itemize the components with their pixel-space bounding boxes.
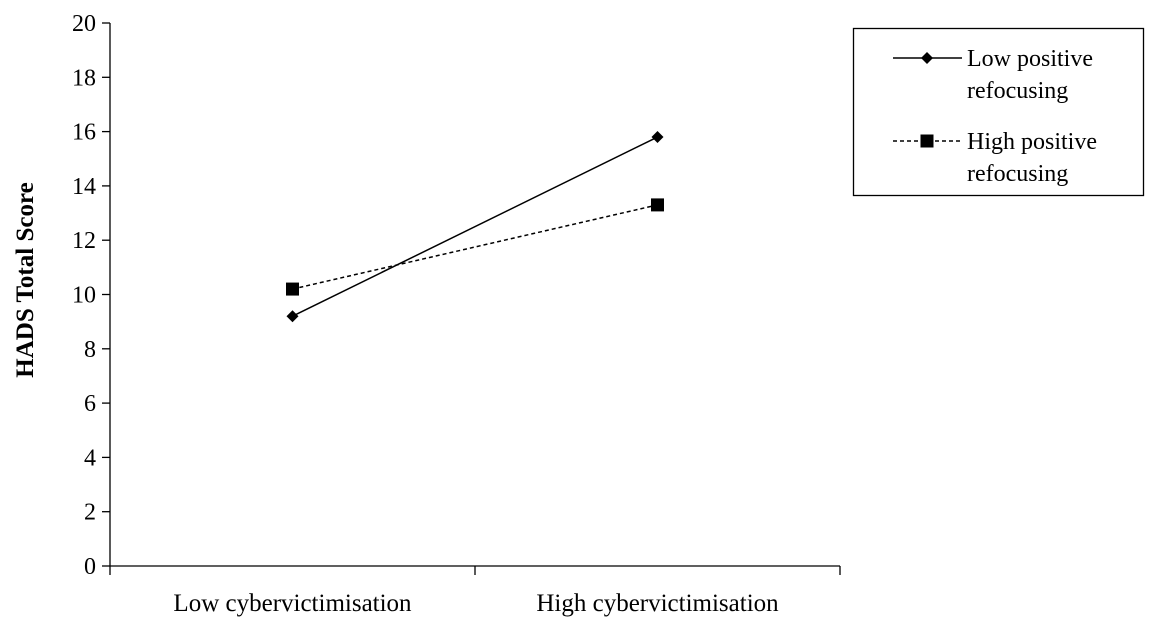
y-tick-label: 2 — [84, 500, 96, 526]
legend-box — [852, 27, 1145, 197]
y-axis: 0 2 4 6 8 10 12 14 16 18 20 — [72, 11, 111, 580]
x-axis: Low cybervictimisation High cybervictimis… — [109, 565, 841, 617]
y-tick-label: 4 — [84, 445, 96, 471]
y-tick-label: 20 — [72, 11, 96, 37]
y-tick-label: 6 — [84, 391, 96, 417]
y-tick-label: 18 — [72, 65, 96, 91]
x-category-label: High cybervictimisation — [536, 590, 779, 617]
series-line — [292, 136, 658, 317]
series-line — [292, 204, 658, 290]
y-tick-label: 8 — [84, 337, 96, 363]
legend-label: refocusing — [967, 78, 1068, 104]
series-group — [286, 131, 664, 323]
data-point-marker — [651, 131, 664, 144]
series-low-positive-refocusing — [286, 131, 664, 323]
y-tick-label: 16 — [72, 120, 96, 146]
y-tick-label: 0 — [84, 554, 96, 580]
legend: Low positive refocusing High positive refoc… — [852, 27, 1145, 197]
y-tick-label: 12 — [72, 228, 96, 254]
y-tick-label: 14 — [72, 174, 96, 200]
y-tick-label: 10 — [72, 283, 96, 309]
y-axis-title: HADS Total Score — [12, 182, 39, 377]
legend-label: Low positive — [967, 46, 1093, 72]
legend-marker — [920, 134, 934, 148]
data-point-marker — [286, 310, 299, 323]
data-point-marker — [286, 282, 299, 296]
legend-item: Low positive refocusing — [893, 46, 1093, 104]
data-point-marker — [651, 198, 664, 212]
legend-marker — [921, 52, 933, 64]
legend-item: High positive refocusing — [893, 129, 1097, 187]
legend-label: refocusing — [967, 161, 1068, 187]
series-high-positive-refocusing — [286, 198, 664, 296]
legend-label: High positive — [967, 129, 1097, 155]
x-category-label: Low cybervictimisation — [173, 590, 412, 617]
